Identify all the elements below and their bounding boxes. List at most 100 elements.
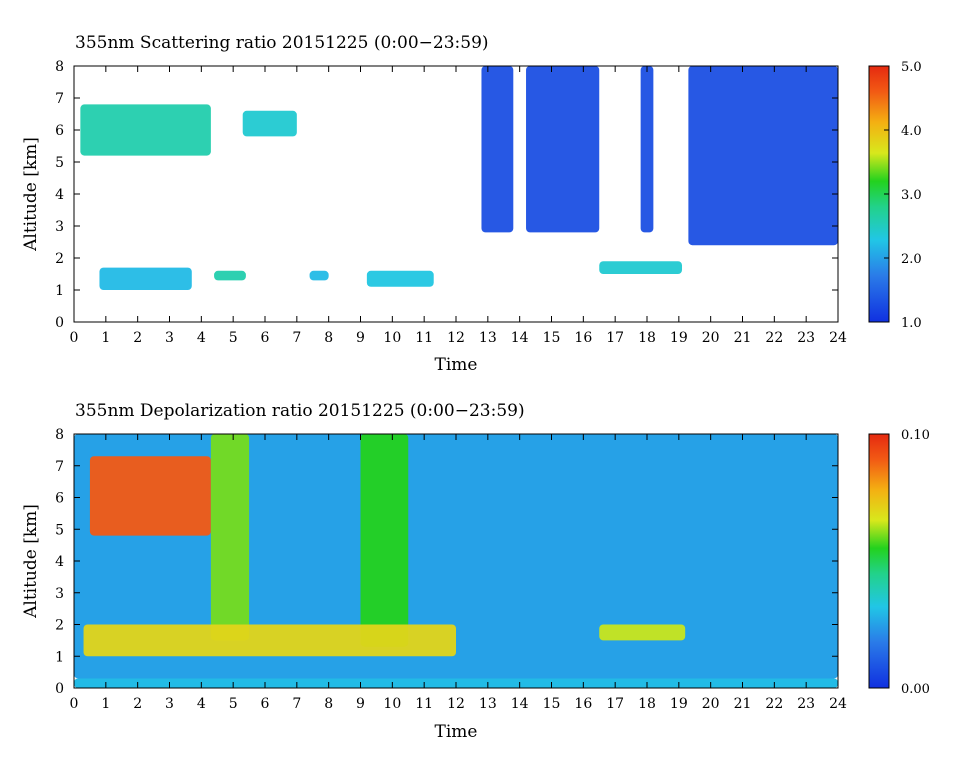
x-axis: 0 1 2 3 4 5 6 7 8 9 10 11 12 13 14 15 16 17 18 19 20 21 22 23 24 <box>70 66 847 346</box>
colorbar-gradient <box>868 433 890 689</box>
x-tick-label: 6 <box>261 330 270 346</box>
heatmap-region <box>640 66 654 233</box>
colorbar-tick-label: 1.0 <box>901 316 922 331</box>
y-tick-label: 6 <box>55 491 64 507</box>
y-tick-label: 1 <box>55 283 64 299</box>
depolarization-ratio-panel: 355nm Depolarization ratio 20151225 (0:0… <box>21 401 930 742</box>
x-tick-label: 15 <box>543 696 561 712</box>
y-tick-label: 3 <box>55 219 64 235</box>
scattering-ratio-panel: 355nm Scattering ratio 20151225 (0:00−23… <box>21 33 922 375</box>
y-tick-label: 8 <box>55 59 64 75</box>
colorbar-tick-label: 0.00 <box>901 682 930 697</box>
x-tick-label: 20 <box>702 330 720 346</box>
heatmap-region <box>80 104 211 156</box>
y-tick-label: 4 <box>55 554 64 570</box>
x-tick-label: 22 <box>765 696 783 712</box>
x-tick-label: 5 <box>229 696 238 712</box>
x-tick-label: 19 <box>670 330 688 346</box>
x-tick-label: 3 <box>165 330 174 346</box>
y-tick-label: 7 <box>55 459 64 475</box>
y-axis-label: Altitude [km] <box>21 137 41 252</box>
x-tick-label: 23 <box>797 330 815 346</box>
x-tick-label: 17 <box>606 696 624 712</box>
y-tick-label: 1 <box>55 649 64 665</box>
x-axis-label: Time <box>435 355 478 375</box>
x-tick-label: 14 <box>511 330 529 346</box>
x-tick-label: 23 <box>797 696 815 712</box>
x-tick-label: 24 <box>829 330 847 346</box>
colorbar-tick-label: 0.10 <box>901 428 930 443</box>
x-tick-label: 22 <box>765 330 783 346</box>
y-tick-label: 7 <box>55 91 64 107</box>
x-tick-label: 16 <box>574 330 592 346</box>
panel-title: 355nm Depolarization ratio 20151225 (0:0… <box>75 401 525 421</box>
x-tick-label: 6 <box>261 696 270 712</box>
y-tick-label: 2 <box>55 618 64 634</box>
colorbar-tick-label: 2.0 <box>901 252 922 267</box>
x-tick-label: 18 <box>638 330 656 346</box>
x-axis: 0 1 2 3 4 5 6 7 8 9 10 11 12 13 14 15 16 17 18 19 20 21 22 23 24 <box>70 434 847 712</box>
colorbar-tick-label: 5.0 <box>901 60 922 75</box>
x-tick-label: 17 <box>606 330 624 346</box>
x-tick-label: 7 <box>292 330 301 346</box>
heatmap-region <box>89 456 211 536</box>
x-tick-label: 9 <box>356 696 365 712</box>
heatmap-region <box>214 270 246 281</box>
x-tick-label: 24 <box>829 696 847 712</box>
x-tick-label: 19 <box>670 696 688 712</box>
x-tick-label: 11 <box>415 696 433 712</box>
heatmap-region <box>74 434 838 679</box>
y-tick-label: 2 <box>55 251 64 267</box>
panel-title: 355nm Scattering ratio 20151225 (0:00−23… <box>75 33 489 53</box>
y-tick-label: 4 <box>55 187 64 203</box>
y-tick-label: 3 <box>55 586 64 602</box>
x-tick-label: 16 <box>574 696 592 712</box>
heatmap-region <box>83 624 457 657</box>
x-tick-label: 8 <box>324 696 333 712</box>
x-tick-label: 11 <box>415 330 433 346</box>
x-tick-label: 20 <box>702 696 720 712</box>
x-tick-label: 2 <box>133 696 142 712</box>
y-axis: 0 1 2 3 4 5 6 7 8 <box>55 427 838 697</box>
y-axis: 0 1 2 3 4 5 6 7 8 <box>55 59 838 331</box>
heatmap-area <box>80 66 838 290</box>
heatmap-region <box>599 261 683 274</box>
y-tick-label: 6 <box>55 123 64 139</box>
x-tick-label: 15 <box>543 330 561 346</box>
x-tick-label: 12 <box>447 330 465 346</box>
colorbar-tick-label: 4.0 <box>901 124 922 139</box>
x-tick-label: 0 <box>70 330 79 346</box>
y-axis-label: Altitude [km] <box>21 504 41 619</box>
y-tick-label: 0 <box>55 681 64 697</box>
heatmap-region <box>526 66 600 233</box>
x-tick-label: 13 <box>479 330 497 346</box>
x-axis-label: Time <box>435 722 478 742</box>
x-tick-label: 5 <box>229 330 238 346</box>
heatmap-region <box>99 267 192 290</box>
x-tick-label: 9 <box>356 330 365 346</box>
x-tick-label: 1 <box>101 696 110 712</box>
heatmap-region <box>481 66 514 233</box>
heatmap-region <box>309 270 329 281</box>
x-tick-label: 21 <box>734 696 752 712</box>
x-tick-label: 2 <box>133 330 142 346</box>
x-tick-label: 3 <box>165 696 174 712</box>
y-tick-label: 5 <box>55 522 64 538</box>
x-tick-label: 0 <box>70 696 79 712</box>
y-tick-label: 0 <box>55 315 64 331</box>
x-tick-label: 4 <box>197 696 206 712</box>
colorbar: 5.0 4.0 3.0 2.0 1.0 <box>868 60 922 331</box>
x-tick-label: 7 <box>292 696 301 712</box>
heatmap-area <box>74 434 838 688</box>
heatmap-region <box>210 434 250 641</box>
x-tick-label: 1 <box>101 330 110 346</box>
x-tick-label: 10 <box>383 696 401 712</box>
colorbar: 0.10 0.00 <box>868 428 930 697</box>
x-tick-label: 13 <box>479 696 497 712</box>
x-tick-label: 10 <box>383 330 401 346</box>
heatmap-region <box>360 434 409 647</box>
x-tick-label: 8 <box>324 330 333 346</box>
x-tick-label: 12 <box>447 696 465 712</box>
